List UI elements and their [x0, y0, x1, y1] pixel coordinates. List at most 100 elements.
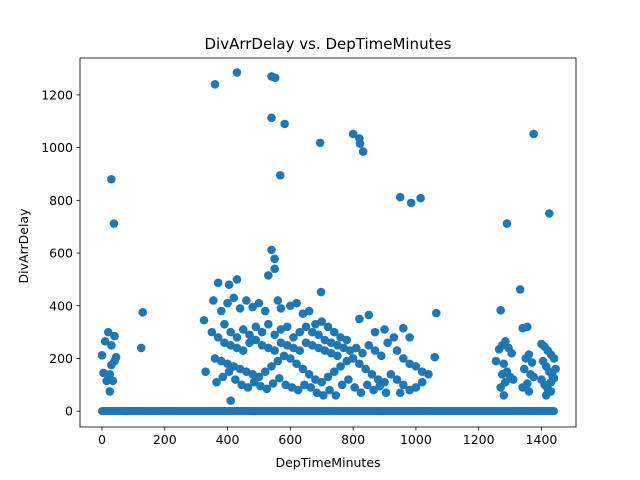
data-point [389, 333, 399, 342]
data-point [267, 362, 276, 371]
data-point [251, 335, 261, 345]
data-point [260, 306, 270, 316]
y-axis-label: DivArrDelay [16, 208, 31, 284]
data-point [223, 298, 232, 308]
data-point [399, 354, 408, 363]
data-point [367, 369, 377, 379]
data-point [318, 391, 328, 400]
data-point [270, 264, 279, 274]
data-point [282, 322, 292, 332]
data-point [348, 129, 358, 139]
data-point [100, 337, 110, 346]
data-point [399, 323, 408, 333]
x-tick-label: 1000 [400, 432, 432, 447]
data-point [364, 310, 374, 320]
data-point [275, 373, 284, 383]
data-point [351, 343, 361, 353]
data-point [270, 254, 279, 264]
data-point [527, 358, 537, 367]
data-point [243, 383, 253, 392]
data-point [267, 113, 276, 123]
data-point [546, 387, 556, 396]
data-point [267, 245, 276, 255]
data-point [224, 367, 234, 376]
data-point [286, 354, 295, 363]
data-point [273, 296, 283, 305]
y-tick-label: 800 [49, 193, 73, 208]
data-point [361, 364, 370, 374]
data-point [545, 209, 554, 218]
y-tick-label: 1000 [41, 140, 73, 155]
data-point [304, 369, 314, 379]
data-point [375, 381, 385, 391]
data-point [317, 377, 327, 387]
data-point [331, 391, 341, 400]
data-point [213, 333, 223, 342]
x-tick-label: 800 [341, 432, 365, 447]
data-point [369, 385, 378, 395]
y-tick-label: 0 [65, 404, 73, 419]
data-point [235, 304, 245, 313]
data-point [499, 359, 509, 369]
data-point [329, 367, 339, 376]
data-point [270, 73, 280, 83]
data-point [381, 388, 391, 398]
data-point [323, 372, 333, 382]
data-point [355, 359, 364, 369]
data-point [417, 377, 427, 387]
data-point [108, 376, 118, 386]
data-point [138, 308, 148, 317]
data-point [355, 139, 365, 148]
data-point [260, 367, 270, 376]
data-point [392, 346, 402, 355]
x-tick-label: 0 [98, 432, 106, 447]
data-point [325, 385, 334, 395]
data-point [226, 396, 235, 405]
data-point [216, 306, 226, 316]
data-point [350, 383, 359, 392]
data-point [377, 351, 386, 361]
data-point [395, 192, 405, 202]
data-point [218, 372, 228, 382]
data-point [232, 275, 242, 284]
data-point [220, 319, 229, 329]
data-point [295, 346, 305, 355]
data-point [358, 147, 368, 156]
x-tick-label: 600 [278, 432, 302, 447]
data-point [364, 340, 374, 350]
data-point [226, 327, 235, 337]
x-axis-label: DepTimeMinutes [275, 455, 380, 470]
data-point [268, 379, 278, 388]
y-tick-label: 600 [49, 246, 73, 261]
data-point [103, 327, 113, 337]
x-tick-label: 1400 [526, 432, 558, 447]
data-point [298, 364, 308, 374]
data-point [392, 375, 402, 384]
data-point [317, 317, 327, 326]
data-point [295, 327, 305, 337]
data-point [270, 346, 279, 355]
data-point [270, 330, 279, 340]
data-point [399, 380, 408, 390]
data-point [344, 375, 353, 384]
data-point [370, 327, 380, 337]
data-point [529, 372, 538, 382]
data-point [523, 322, 532, 332]
data-point [549, 354, 559, 363]
data-point [232, 333, 242, 342]
chart-title: DivArrDelay vs. DepTimeMinutes [205, 35, 452, 53]
data-point [515, 285, 525, 294]
data-point [491, 356, 501, 366]
data-point [280, 119, 289, 129]
data-point [262, 384, 272, 394]
data-point [411, 383, 421, 392]
axes: 0 200 400 600 800 1000 1200 1400 0 200 400 600 800 10… [41, 57, 577, 447]
data-point [201, 367, 210, 376]
data-point [395, 388, 405, 398]
data-point [524, 350, 534, 359]
data-point [107, 360, 116, 370]
data-point [306, 383, 316, 392]
data-point [249, 377, 259, 387]
